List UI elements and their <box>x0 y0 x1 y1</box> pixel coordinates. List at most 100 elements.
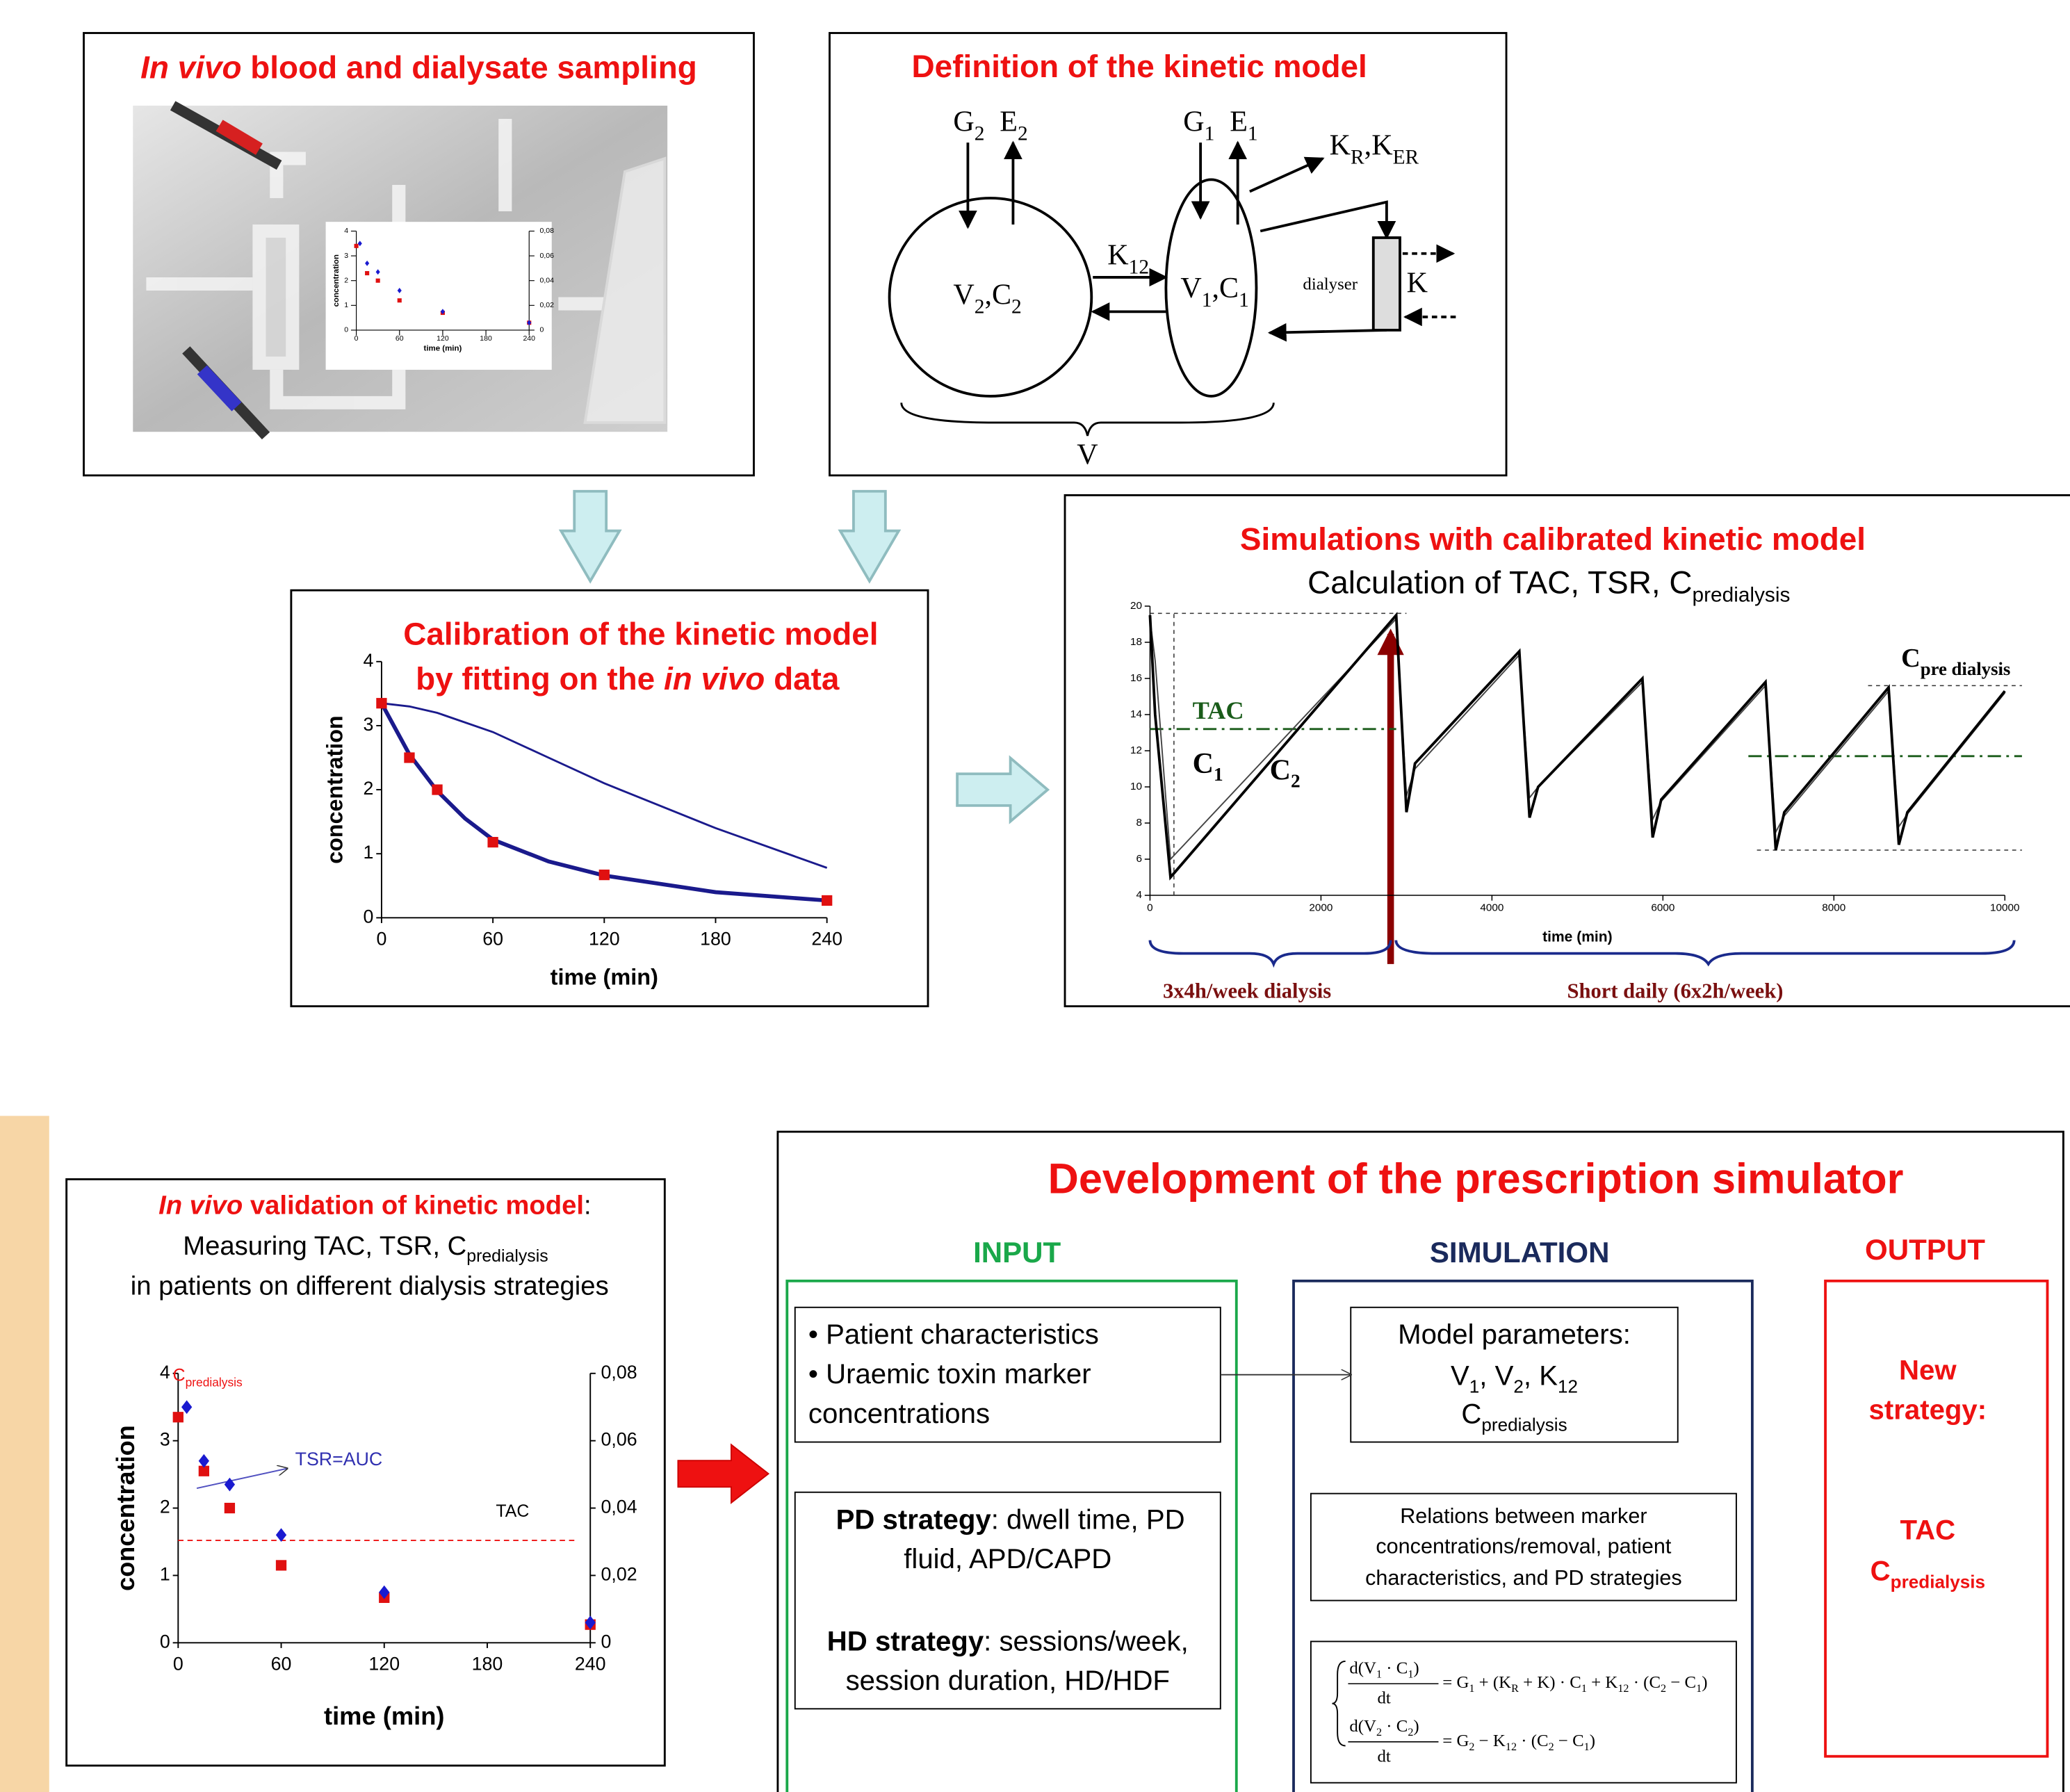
equation-part: ) <box>1702 1673 1707 1692</box>
x-tick-label: 0 <box>1147 902 1153 913</box>
x-tick-label: 8000 <box>1822 902 1845 913</box>
x-tick-label: 10000 <box>1990 902 2020 913</box>
param-text-part: predialysis <box>1481 1414 1567 1435</box>
model-label-part: ,K <box>1364 129 1393 161</box>
equation-part: 2 <box>1376 1727 1382 1738</box>
page: { "sampling":{"title_italic":"In vivo","… <box>0 0 2070 1792</box>
equation-part: − C <box>1666 1673 1696 1692</box>
model-label-part: E <box>1230 106 1248 138</box>
y-tick-label: 8 <box>1136 817 1142 829</box>
param-text-part: , V <box>1479 1360 1513 1391</box>
x-tick-label: 180 <box>480 335 492 343</box>
x-tick-label: 120 <box>589 928 620 949</box>
panel-title-part: : <box>584 1191 592 1221</box>
cpre-label-part: C <box>1901 644 1921 673</box>
equation-part: · (C <box>1629 1673 1661 1692</box>
x-tick-label: 6000 <box>1651 902 1674 913</box>
y-tick-label: 4 <box>364 650 374 671</box>
equation-part: · (C <box>1517 1732 1549 1750</box>
equation-part: ) <box>1590 1732 1595 1750</box>
x-tick-label: 2000 <box>1309 902 1333 913</box>
phase-label: Short daily (6x2h/week) <box>1567 979 1783 1003</box>
output-text: strategy: <box>1869 1395 1987 1426</box>
y-tick-label: 1 <box>364 842 374 863</box>
y-tick-label: 0 <box>160 1631 170 1652</box>
equation-part: d(V <box>1349 1659 1376 1677</box>
equation-part: 1 <box>1469 1683 1474 1695</box>
phase-label: 3x4h/week dialysis <box>1163 979 1331 1003</box>
equation-part: 1 <box>1581 1683 1587 1695</box>
model-label-part: ,C <box>1212 272 1239 304</box>
relation-text: characteristics, and PD strategies <box>1365 1566 1682 1590</box>
figure: In vivo blood and dialysate sampling0123… <box>0 0 2070 1792</box>
data-square <box>432 784 442 795</box>
x-tick-label: 240 <box>811 928 842 949</box>
output-text: New <box>1899 1355 1957 1386</box>
output-text-part: predialysis <box>1891 1572 1985 1593</box>
x-tick-label: 240 <box>523 335 535 343</box>
equation-part: R <box>1511 1683 1519 1695</box>
equation: dt <box>1378 1689 1391 1708</box>
data-square <box>487 837 498 847</box>
model-label-part: 2 <box>975 295 985 318</box>
equation-part: = G <box>1442 1732 1469 1750</box>
panel-title: Definition of the kinetic model <box>912 49 1367 84</box>
param-text-part: V <box>1451 1360 1469 1391</box>
y2-tick-label: 0,08 <box>540 227 555 235</box>
equation-part: 1 <box>1696 1683 1702 1695</box>
panel-subtitle-part: predialysis <box>1693 584 1791 607</box>
y-tick-label: 3 <box>344 252 348 260</box>
cpre-label-part: pre dialysis <box>1921 658 2011 679</box>
y2-tick-label: 0,06 <box>540 252 555 260</box>
data-square <box>822 895 832 906</box>
x-tick-label: 0 <box>173 1653 184 1674</box>
panel-subtitle-part: predialysis <box>466 1247 548 1266</box>
input-text: concentrations <box>808 1399 990 1429</box>
y-tick-label: 0 <box>364 906 374 927</box>
y-tick-label: 10 <box>1130 781 1142 792</box>
output-text: TAC <box>1900 1515 1956 1545</box>
panel-title-part: In vivo <box>158 1191 243 1221</box>
panel-title-part: In vivo <box>140 50 241 85</box>
y-tick-label: 16 <box>1130 672 1142 684</box>
model-label: V <box>1077 439 1098 471</box>
equation-part: 2 <box>1661 1683 1666 1695</box>
panel-title: Development of the prescription simulato… <box>1048 1155 1904 1203</box>
y-tick-label: 0 <box>344 327 348 334</box>
panel-title: In vivo validation of kinetic model: <box>158 1191 592 1221</box>
model-label-part: 1 <box>1239 289 1249 311</box>
data-square <box>354 244 359 248</box>
relation-text: concentrations/removal, patient <box>1376 1535 1672 1558</box>
x-tick-label: 240 <box>575 1653 606 1674</box>
y2-tick-label: 0,04 <box>601 1497 637 1517</box>
equation-part: d(V <box>1349 1717 1376 1736</box>
data-square <box>376 279 380 283</box>
data-square <box>225 1503 235 1513</box>
x-tick-label: 0 <box>376 928 386 949</box>
model-label-part: dialyser <box>1303 275 1358 293</box>
input-text-part: : sessions/week, <box>984 1626 1189 1656</box>
equation: dt <box>1378 1747 1391 1766</box>
y2-tick-label: 0,02 <box>601 1564 637 1585</box>
equation-part: − C <box>1554 1732 1584 1750</box>
equation-part: 1 <box>1408 1669 1413 1681</box>
panel-title: by fitting on the in vivo data <box>416 661 840 697</box>
y-tick-label: 14 <box>1130 708 1143 720</box>
y-tick-label: 12 <box>1130 744 1142 756</box>
data-square <box>173 1412 184 1422</box>
panel-frame <box>67 1180 665 1766</box>
c2-label-part: C <box>1270 754 1291 786</box>
x-tick-label: 0 <box>354 335 359 343</box>
y-tick-label: 4 <box>160 1362 170 1383</box>
param-text-part: 2 <box>1513 1376 1524 1396</box>
equation-part: · C <box>1382 1659 1408 1677</box>
equation: = G2 − K12 · (C2 − C1) <box>1442 1732 1595 1753</box>
panel-subtitle: in patients on different dialysis strate… <box>131 1271 609 1301</box>
panel-title-part: data <box>765 661 840 697</box>
panel-title-part: blood and dialysate sampling <box>242 50 697 85</box>
panel-subtitle-part: Calculation of TAC, TSR, C <box>1307 565 1692 601</box>
x-axis-label: time (min) <box>551 964 658 989</box>
input-text-part: HD strategy <box>827 1626 984 1656</box>
model-label-part: 2 <box>1011 295 1022 318</box>
model-label-part: 1 <box>1248 122 1258 145</box>
